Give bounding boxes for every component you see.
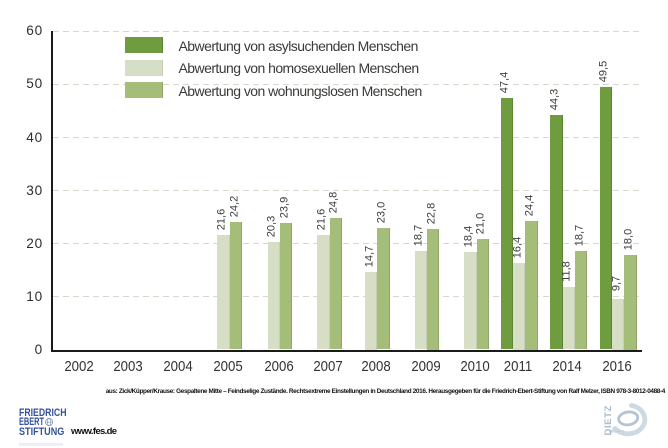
svg-text:DIETZ: DIETZ <box>603 405 614 435</box>
